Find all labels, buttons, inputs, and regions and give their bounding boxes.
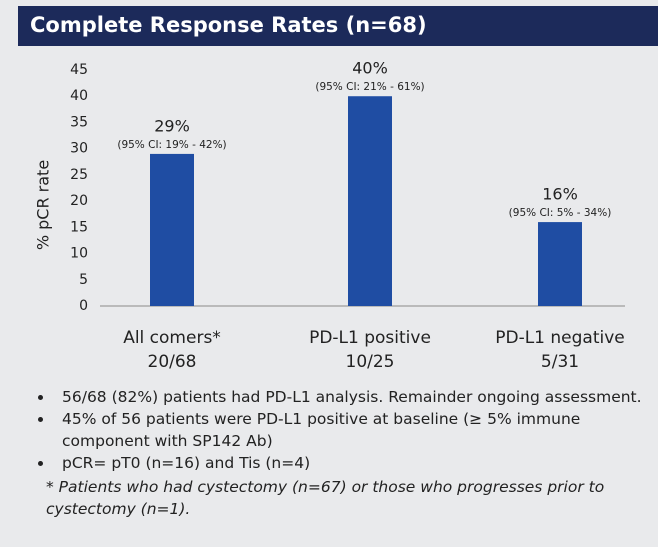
ci-label: (95% CI: 21% - 61%) <box>315 81 424 93</box>
value-label: 16% <box>542 185 578 204</box>
y-tick-label: 20 <box>70 193 88 209</box>
value-label: 29% <box>154 116 190 135</box>
y-tick-label: 5 <box>79 272 88 288</box>
x-tick-label: PD-L1 positive <box>309 328 431 348</box>
y-tick-label: 25 <box>70 167 88 183</box>
x-tick-label: All comers* <box>123 328 221 348</box>
bar <box>150 153 194 306</box>
y-tick-label: 35 <box>70 114 88 130</box>
y-tick-label: 45 <box>70 62 88 78</box>
y-tick-label: 30 <box>70 141 88 157</box>
y-tick-label: 15 <box>70 219 88 235</box>
chart: % pCR rate 0 5 10 15 20 25 30 35 40 45 29% (95% CI:… <box>34 59 625 372</box>
y-tick-label: 0 <box>79 298 88 314</box>
x-tick-count: 20/68 <box>148 352 197 372</box>
bar <box>348 96 392 306</box>
bullet: 45% of 56 patients were PD-L1 positive a… <box>54 408 648 452</box>
bullet: 56/68 (82%) patients had PD-L1 analysis.… <box>54 386 648 408</box>
bullet-list: 56/68 (82%) patients had PD-L1 analysis.… <box>28 386 648 474</box>
value-label: 40% <box>352 59 388 78</box>
y-tick-label: 10 <box>70 246 88 262</box>
x-tick-label: PD-L1 negative <box>495 328 625 348</box>
ci-label: (95% CI: 19% - 42%) <box>117 139 226 151</box>
chart-title: Complete Response Rates (n=68) <box>30 13 427 37</box>
x-tick-count: 10/25 <box>346 352 395 372</box>
y-tick-label: 40 <box>70 88 88 104</box>
footnote: * Patients who had cystectomy (n=67) or … <box>46 478 605 518</box>
bar <box>538 222 582 306</box>
title-bar: Complete Response Rates (n=68) <box>18 6 658 46</box>
ci-label: (95% CI: 5% - 34%) <box>509 207 612 219</box>
x-tick-count: 5/31 <box>541 352 579 372</box>
bullet: pCR= pT0 (n=16) and Tis (n=4) <box>54 452 648 474</box>
y-axis-label: % pCR rate <box>34 160 53 250</box>
notes: 56/68 (82%) patients had PD-L1 analysis.… <box>28 386 648 520</box>
